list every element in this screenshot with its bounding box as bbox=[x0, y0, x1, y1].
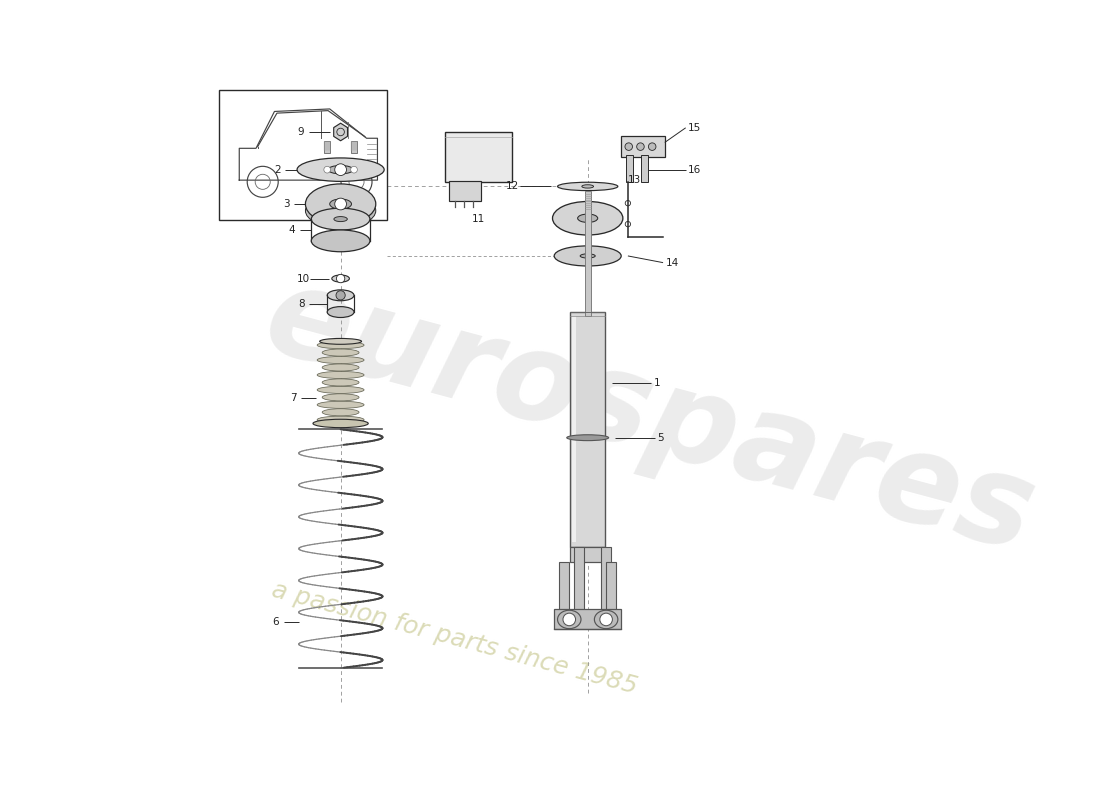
Bar bbox=[641, 155, 648, 182]
Bar bbox=[572, 316, 576, 542]
Ellipse shape bbox=[554, 246, 621, 266]
Text: 5: 5 bbox=[657, 433, 663, 442]
Ellipse shape bbox=[332, 275, 350, 282]
Circle shape bbox=[625, 143, 632, 150]
Ellipse shape bbox=[317, 371, 364, 378]
Bar bbox=[570, 312, 605, 546]
Ellipse shape bbox=[582, 185, 594, 188]
Bar bbox=[554, 610, 621, 630]
Text: 11: 11 bbox=[472, 214, 485, 224]
Text: 15: 15 bbox=[689, 122, 702, 133]
Text: 14: 14 bbox=[666, 258, 679, 268]
Text: 13: 13 bbox=[628, 174, 641, 185]
Ellipse shape bbox=[311, 230, 370, 252]
Ellipse shape bbox=[558, 182, 618, 190]
Ellipse shape bbox=[317, 402, 364, 408]
Ellipse shape bbox=[320, 338, 362, 344]
Bar bbox=[324, 141, 330, 153]
Ellipse shape bbox=[317, 357, 364, 363]
Ellipse shape bbox=[322, 349, 359, 356]
Ellipse shape bbox=[306, 184, 376, 224]
Ellipse shape bbox=[327, 290, 354, 301]
Text: 8: 8 bbox=[298, 298, 305, 309]
Circle shape bbox=[334, 198, 346, 210]
Circle shape bbox=[637, 143, 645, 150]
Ellipse shape bbox=[578, 214, 597, 222]
Circle shape bbox=[563, 613, 575, 626]
Text: 6: 6 bbox=[272, 617, 278, 627]
Ellipse shape bbox=[317, 342, 364, 349]
Ellipse shape bbox=[334, 217, 348, 222]
Text: 2: 2 bbox=[274, 165, 282, 174]
Ellipse shape bbox=[558, 610, 581, 629]
Text: 1: 1 bbox=[653, 378, 660, 388]
Ellipse shape bbox=[580, 254, 595, 258]
Ellipse shape bbox=[594, 610, 618, 629]
Ellipse shape bbox=[552, 202, 623, 235]
Ellipse shape bbox=[317, 416, 364, 423]
Polygon shape bbox=[333, 123, 348, 141]
Text: 16: 16 bbox=[689, 165, 702, 174]
Bar bbox=[450, 182, 482, 201]
Text: 9: 9 bbox=[297, 127, 304, 137]
Circle shape bbox=[336, 290, 345, 300]
Ellipse shape bbox=[306, 194, 376, 227]
Ellipse shape bbox=[566, 434, 608, 441]
Ellipse shape bbox=[330, 199, 352, 209]
Bar bbox=[570, 546, 605, 562]
Ellipse shape bbox=[317, 386, 364, 394]
Bar bbox=[621, 136, 664, 157]
Text: 4: 4 bbox=[288, 225, 295, 235]
Circle shape bbox=[648, 143, 656, 150]
Ellipse shape bbox=[328, 166, 353, 174]
Text: 12: 12 bbox=[506, 182, 519, 191]
Bar bbox=[574, 546, 584, 628]
Ellipse shape bbox=[322, 379, 359, 386]
Circle shape bbox=[323, 166, 331, 173]
Ellipse shape bbox=[322, 409, 359, 416]
Circle shape bbox=[351, 166, 358, 173]
Bar bbox=[606, 562, 616, 626]
Bar bbox=[601, 546, 612, 628]
Circle shape bbox=[337, 274, 344, 282]
Circle shape bbox=[334, 164, 346, 175]
Text: a passion for parts since 1985: a passion for parts since 1985 bbox=[270, 578, 640, 699]
Ellipse shape bbox=[311, 208, 370, 230]
Ellipse shape bbox=[322, 364, 359, 371]
Text: 10: 10 bbox=[297, 274, 310, 283]
Bar bbox=[446, 132, 513, 182]
Bar bbox=[219, 90, 387, 220]
Ellipse shape bbox=[327, 306, 354, 318]
Text: eurospares: eurospares bbox=[253, 256, 1047, 578]
Bar bbox=[559, 562, 570, 626]
Ellipse shape bbox=[297, 158, 384, 182]
Bar bbox=[626, 155, 632, 182]
Bar bbox=[351, 141, 356, 153]
Bar bbox=[584, 190, 591, 316]
Ellipse shape bbox=[314, 419, 369, 428]
Circle shape bbox=[600, 613, 613, 626]
Ellipse shape bbox=[322, 394, 359, 401]
Text: 7: 7 bbox=[290, 394, 297, 403]
Text: 3: 3 bbox=[283, 199, 289, 209]
